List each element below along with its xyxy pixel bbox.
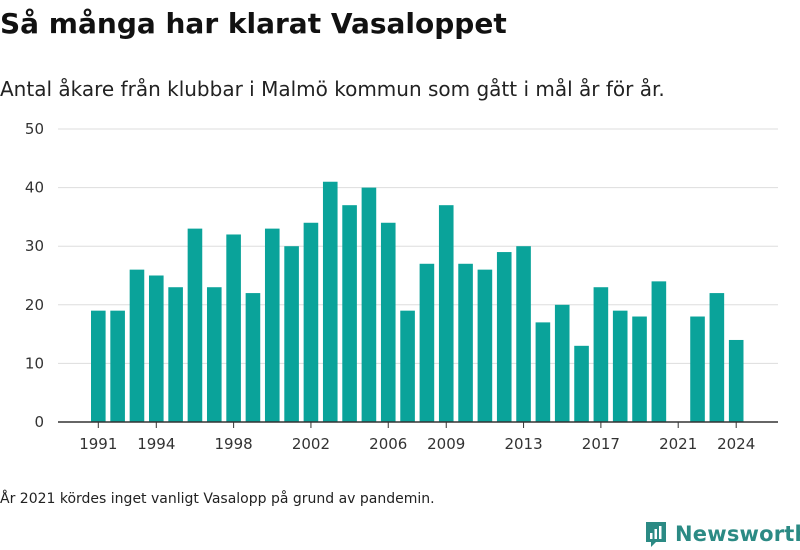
bar-2006 bbox=[380, 222, 396, 422]
x-tick-label-2021: 2021 bbox=[659, 435, 697, 453]
bar-2001 bbox=[284, 246, 299, 422]
bar-2019 bbox=[632, 316, 647, 422]
brand-logo: Newsworthy bbox=[644, 519, 800, 549]
bar-2000 bbox=[264, 228, 280, 422]
bar-2017 bbox=[593, 287, 609, 422]
brand-name: Newsworthy bbox=[675, 522, 800, 546]
bar-2004 bbox=[342, 205, 357, 422]
x-axis: 1991 1994 1998 2002 2006 2009 2013 2017 2021 2024 bbox=[58, 421, 778, 453]
bar-2010 bbox=[458, 263, 473, 422]
bar-2024 bbox=[728, 339, 744, 422]
x-tick-label-1998: 1998 bbox=[215, 435, 253, 453]
bars bbox=[91, 181, 744, 422]
bar-2020 bbox=[651, 281, 667, 422]
y-tick-label-50: 50 bbox=[25, 120, 44, 138]
bar-2009 bbox=[438, 205, 454, 422]
bar-1995 bbox=[168, 287, 183, 422]
bar-2014 bbox=[535, 322, 551, 422]
bar-2011 bbox=[477, 269, 493, 422]
bar-2008 bbox=[419, 263, 435, 422]
x-tick-label-2013: 2013 bbox=[504, 435, 542, 453]
x-tick-label-1991: 1991 bbox=[79, 435, 117, 453]
bar-2018 bbox=[612, 310, 628, 422]
newsworthy-logo-icon bbox=[646, 522, 666, 547]
bar-1993 bbox=[129, 269, 145, 422]
chart-subtitle: Antal åkare från klubbar i Malmö kommun … bbox=[0, 77, 665, 101]
bar-2003 bbox=[322, 181, 338, 422]
bar-2002 bbox=[303, 222, 319, 422]
footnote: År 2021 kördes inget vanligt Vasalopp på… bbox=[0, 491, 435, 507]
x-tick-label-1994: 1994 bbox=[137, 435, 175, 453]
bar-2007 bbox=[400, 310, 415, 422]
y-tick-label-0: 0 bbox=[34, 413, 44, 431]
grid-lines bbox=[58, 128, 778, 364]
x-tick-label-2002: 2002 bbox=[292, 435, 330, 453]
bar-2005 bbox=[361, 187, 377, 422]
bar-2023 bbox=[709, 293, 725, 422]
y-axis-labels: 0 10 20 30 40 50 bbox=[25, 120, 44, 431]
bar-1997 bbox=[206, 287, 222, 422]
bar-2013 bbox=[516, 246, 531, 422]
bar-chart: 0 10 20 30 40 50 1991 1994 1998 2002 2006 2009 2013… bbox=[25, 120, 778, 453]
bar-1992 bbox=[110, 310, 125, 422]
bar-1999 bbox=[245, 293, 261, 422]
bar-2022 bbox=[690, 316, 705, 422]
bar-2016 bbox=[574, 345, 589, 422]
x-tick-label-2017: 2017 bbox=[582, 435, 620, 453]
bar-1994 bbox=[148, 275, 164, 422]
bar-2015 bbox=[554, 304, 570, 422]
bar-1996 bbox=[187, 228, 203, 422]
y-tick-label-20: 20 bbox=[25, 296, 44, 314]
bar-2012 bbox=[496, 252, 512, 422]
bar-1991 bbox=[91, 310, 106, 422]
y-tick-label-40: 40 bbox=[25, 179, 44, 197]
x-tick-label-2024: 2024 bbox=[717, 435, 755, 453]
bar-1998 bbox=[226, 234, 241, 422]
chart-title: Så många har klarat Vasaloppet bbox=[0, 7, 507, 40]
y-tick-label-10: 10 bbox=[25, 354, 44, 372]
x-tick-label-2009: 2009 bbox=[427, 435, 465, 453]
x-tick-label-2006: 2006 bbox=[369, 435, 407, 453]
y-tick-label-30: 30 bbox=[25, 237, 44, 255]
